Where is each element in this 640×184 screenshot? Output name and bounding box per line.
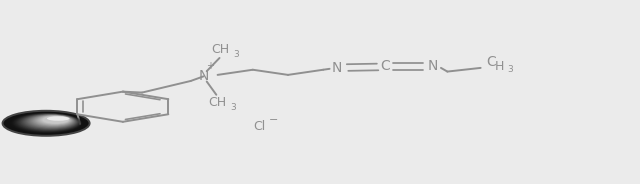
Circle shape bbox=[10, 113, 83, 134]
Circle shape bbox=[40, 116, 70, 124]
Circle shape bbox=[22, 114, 77, 130]
Circle shape bbox=[24, 114, 77, 129]
Circle shape bbox=[3, 111, 90, 136]
Text: CH: CH bbox=[211, 43, 229, 56]
Text: H: H bbox=[495, 60, 504, 72]
Text: 3: 3 bbox=[234, 50, 239, 59]
Text: N: N bbox=[198, 69, 209, 83]
Circle shape bbox=[36, 115, 72, 126]
Circle shape bbox=[19, 114, 79, 131]
Ellipse shape bbox=[47, 116, 70, 121]
Text: N: N bbox=[332, 61, 342, 75]
Circle shape bbox=[19, 114, 79, 131]
Circle shape bbox=[37, 115, 71, 125]
Circle shape bbox=[12, 113, 82, 133]
Text: +: + bbox=[206, 61, 214, 71]
Text: CH: CH bbox=[208, 96, 226, 109]
Circle shape bbox=[35, 115, 72, 126]
Text: N: N bbox=[428, 59, 438, 73]
Text: Cl: Cl bbox=[253, 121, 266, 133]
Circle shape bbox=[16, 113, 80, 132]
Text: C: C bbox=[380, 59, 390, 73]
Circle shape bbox=[13, 113, 81, 132]
Circle shape bbox=[28, 114, 75, 128]
Circle shape bbox=[38, 116, 70, 125]
Circle shape bbox=[32, 115, 73, 127]
Circle shape bbox=[15, 113, 81, 132]
Text: 3: 3 bbox=[230, 103, 236, 112]
Circle shape bbox=[13, 113, 81, 133]
Circle shape bbox=[30, 115, 74, 128]
Circle shape bbox=[42, 116, 69, 124]
Circle shape bbox=[25, 114, 76, 129]
Circle shape bbox=[43, 116, 68, 123]
Circle shape bbox=[23, 114, 77, 130]
Circle shape bbox=[39, 116, 70, 125]
Text: 3: 3 bbox=[508, 65, 513, 74]
Circle shape bbox=[17, 114, 79, 131]
Circle shape bbox=[33, 115, 73, 126]
Circle shape bbox=[31, 115, 74, 127]
Circle shape bbox=[26, 114, 76, 129]
Text: −: − bbox=[269, 115, 278, 125]
Circle shape bbox=[9, 113, 83, 134]
Circle shape bbox=[29, 115, 75, 128]
Text: C: C bbox=[486, 55, 496, 69]
Circle shape bbox=[20, 114, 78, 130]
